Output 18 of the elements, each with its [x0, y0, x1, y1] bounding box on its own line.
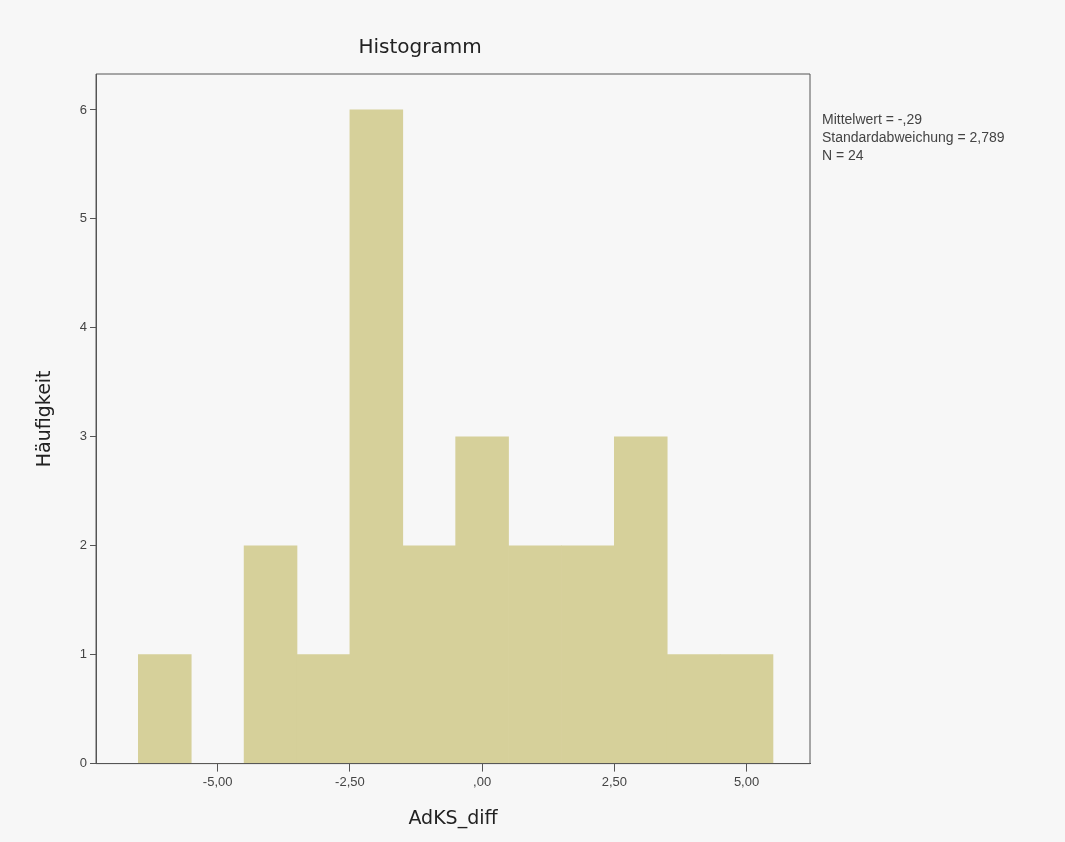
y-tick-label: 4 [79, 319, 88, 335]
y-axis-title: Häufigkeit [32, 370, 55, 468]
y-tick-label: 1 [79, 646, 88, 662]
y-tick-label: 6 [79, 101, 88, 117]
chart-title: Histogramm [358, 34, 482, 59]
x-tick-label: -5,00 [202, 773, 233, 789]
y-tick-label: 5 [79, 210, 88, 226]
text: Standardabweichung = 2,789 [822, 128, 1005, 146]
text: Mittelwert = -,29 [822, 110, 923, 128]
text: N = 24 [822, 146, 865, 164]
y-tick-label: 3 [79, 428, 88, 444]
x-axis-title: AdKS_diff [408, 805, 499, 829]
y-tick-label: 0 [79, 755, 88, 771]
x-tick-label: 5,00 [733, 773, 760, 789]
x-tick-label: 2,50 [601, 773, 627, 789]
x-tick-label: ,00 [473, 773, 492, 789]
y-tick-label: 2 [79, 537, 88, 553]
x-tick-label: -2,50 [335, 773, 365, 789]
